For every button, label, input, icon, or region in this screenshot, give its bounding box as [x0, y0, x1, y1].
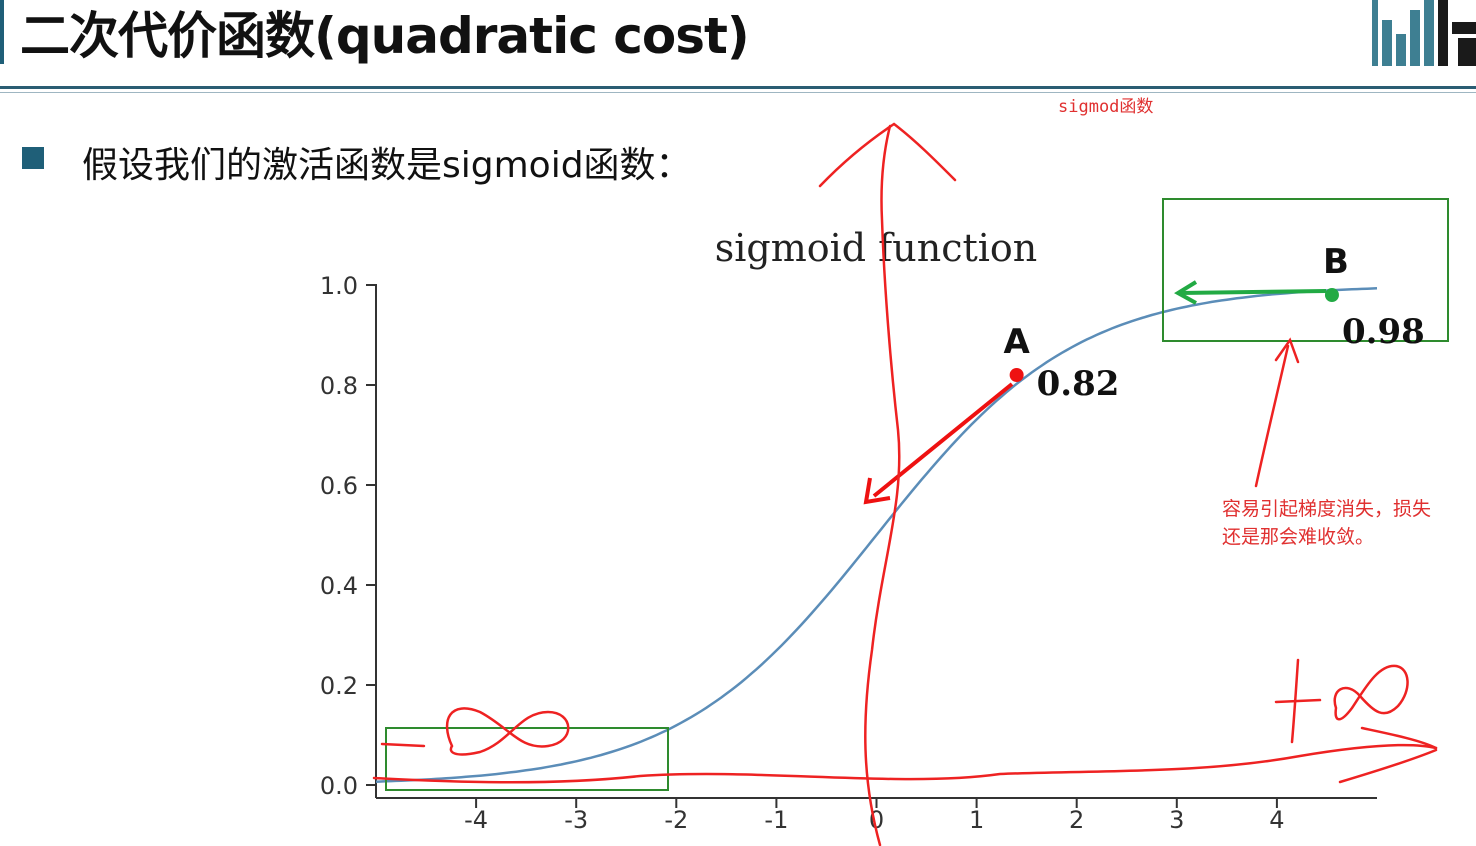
point-b: B 0.98: [1323, 242, 1425, 352]
y-tick-label: 0.0: [320, 772, 358, 800]
brand-logo-icon: [1372, 0, 1476, 66]
x-tick-label: 3: [1169, 806, 1184, 834]
handdrawn-minus-infinity: [380, 707, 570, 756]
x-tick-label: -1: [764, 806, 788, 834]
point-b-name: B: [1323, 242, 1349, 282]
handdrawn-plus-infinity: [1274, 658, 1409, 744]
title-divider: [0, 86, 1476, 89]
y-tick-label: 1.0: [320, 272, 358, 300]
handdrawn-y-arrow: [818, 122, 957, 846]
y-ticks: 0.0 0.2 0.4 0.6 0.8 1.0: [320, 272, 376, 800]
title-accent: [0, 0, 4, 64]
sigmod-annotation: sigmod函数: [1058, 97, 1154, 117]
vanishing-gradient-box-right: [1162, 198, 1449, 342]
x-tick-label: -3: [564, 806, 588, 834]
sigmoid-curve: [375, 287, 1378, 783]
point-a-marker: [1009, 368, 1024, 382]
x-tick-label: -4: [464, 806, 488, 834]
handdrawn-pointer-arrow: [1254, 337, 1300, 488]
point-a: A 0.82: [1003, 322, 1119, 404]
vanishing-gradient-note-line2: 还是那会难收敛。: [1222, 526, 1375, 548]
y-tick-label: 0.2: [320, 672, 358, 700]
bullet-text: 假设我们的激活函数是sigmoid函数：: [82, 145, 692, 186]
gradient-arrow-b: [1174, 280, 1327, 305]
bullet-square-icon: [22, 147, 44, 169]
title-bar: 二次代价函数(quadratic cost): [0, 0, 1476, 93]
point-b-marker: [1324, 288, 1339, 302]
x-tick-label: -2: [664, 806, 688, 834]
title-divider-thin: [0, 92, 1476, 93]
vanishing-gradient-note: 容易引起梯度消失，损失 还是那会难收敛。: [1222, 495, 1431, 551]
vanishing-gradient-note-line1: 容易引起梯度消失，损失: [1222, 498, 1432, 520]
x-tick-label: 2: [1069, 806, 1084, 834]
x-tick-label: 1: [969, 806, 984, 834]
point-a-value: 0.82: [1037, 364, 1120, 404]
y-tick-label: 0.4: [320, 572, 358, 600]
y-tick-label: 0.8: [320, 372, 358, 400]
gradient-arrow-a: [863, 382, 1014, 505]
vanishing-gradient-box-left: [385, 727, 669, 791]
chart-title: sigmoid function: [715, 226, 1038, 270]
handdrawn-x-arrow: [372, 726, 1438, 784]
x-ticks: -4 -3 -2 -1 0 1 2 3 4: [464, 798, 1285, 834]
y-tick-label: 0.6: [320, 472, 358, 500]
page-title: 二次代价函数(quadratic cost): [20, 7, 750, 65]
x-tick-label: 4: [1269, 806, 1284, 834]
point-a-name: A: [1003, 322, 1030, 362]
point-b-value: 0.98: [1342, 312, 1425, 352]
